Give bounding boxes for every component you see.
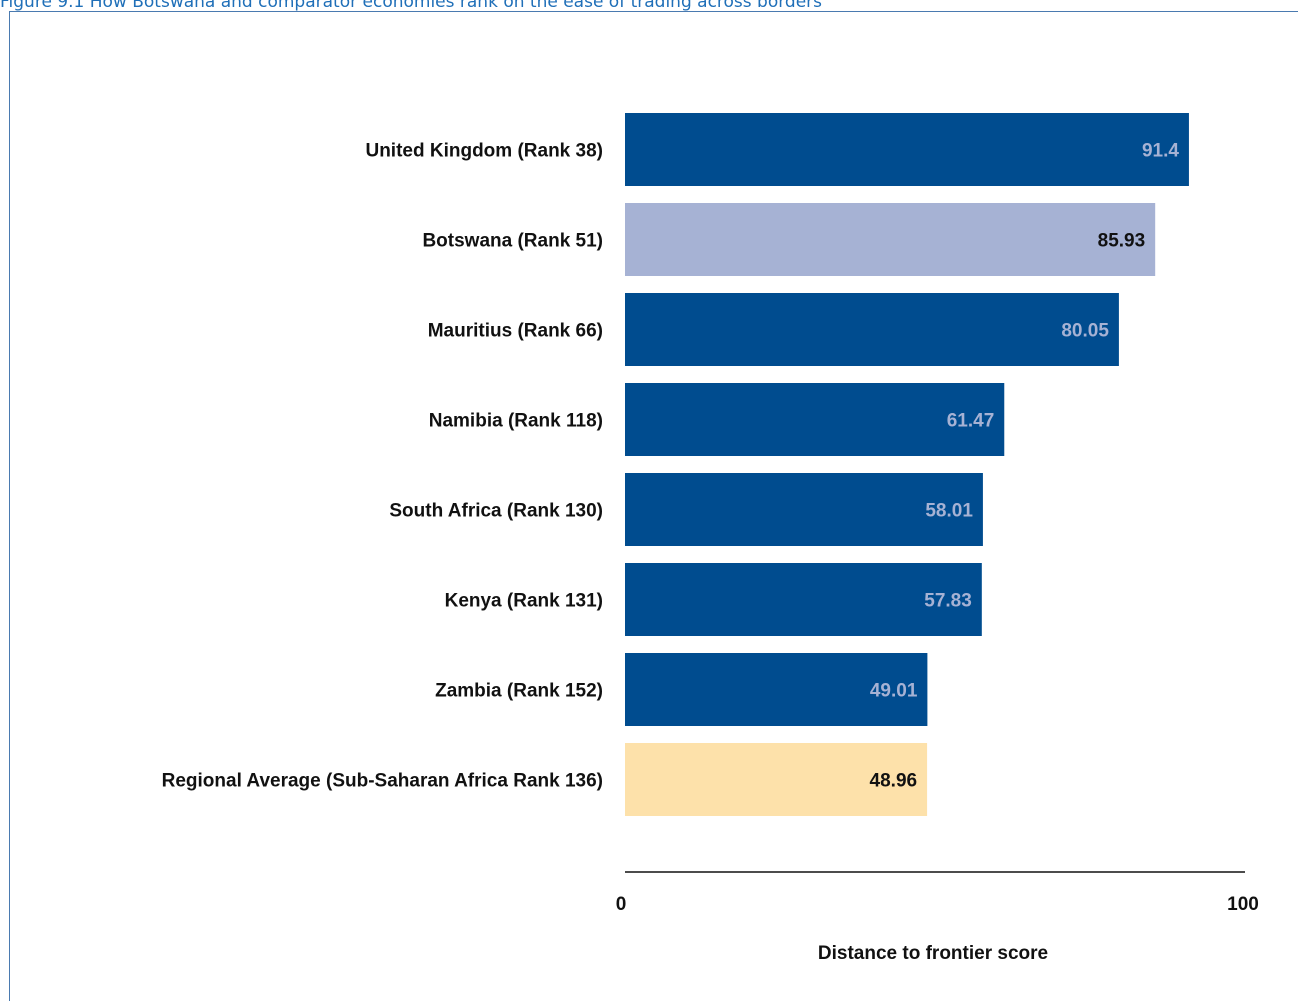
value-label-south-africa-rank-130: 58.01 [925,501,973,522]
value-label-kenya-rank-131: 57.83 [924,591,972,612]
value-label-regional-average-sub-saharan-africa-rank-136: 48.96 [870,771,918,792]
value-label-zambia-rank-152: 49.01 [870,681,918,702]
bar-south-africa-rank-130 [625,473,983,546]
bar-botswana-rank-51 [625,203,1156,276]
value-label-mauritius-rank-66: 80.05 [1061,321,1109,342]
bar-mauritius-rank-66 [625,293,1119,366]
category-label-botswana-rank-51: Botswana (Rank 51) [422,231,603,252]
value-label-united-kingdom-rank-38: 91.4 [1142,141,1179,162]
category-label-kenya-rank-131: Kenya (Rank 131) [445,591,603,612]
bar-kenya-rank-131 [625,563,982,636]
bar-namibia-rank-118 [625,383,1005,456]
chart-frame [9,11,1298,1001]
category-label-zambia-rank-152: Zambia (Rank 152) [435,681,603,702]
x-tick-label-0: 0 [616,894,627,915]
value-label-namibia-rank-118: 61.47 [947,411,995,432]
figure-caption: Figure 9.1 How Botswana and comparator e… [0,0,823,12]
x-axis-title: Distance to frontier score [818,943,1048,964]
value-label-botswana-rank-51: 85.93 [1098,231,1146,252]
bars-layer: United Kingdom (Rank 38) 91.4 Botswana (Ra… [162,113,1189,816]
category-label-mauritius-rank-66: Mauritius (Rank 66) [428,321,603,342]
category-label-regional-average-sub-saharan-africa-rank-136: Regional Average (Sub-Saharan Africa Ran… [162,771,603,792]
bar-regional-average-sub-saharan-africa-rank-136 [625,743,928,816]
bar-united-kingdom-rank-38 [625,113,1189,186]
category-label-south-africa-rank-130: South Africa (Rank 130) [389,501,603,522]
category-label-namibia-rank-118: Namibia (Rank 118) [429,411,603,432]
bar-zambia-rank-152 [625,653,928,726]
category-label-united-kingdom-rank-38: United Kingdom (Rank 38) [365,141,603,162]
x-tick-label-100: 100 [1227,894,1259,915]
